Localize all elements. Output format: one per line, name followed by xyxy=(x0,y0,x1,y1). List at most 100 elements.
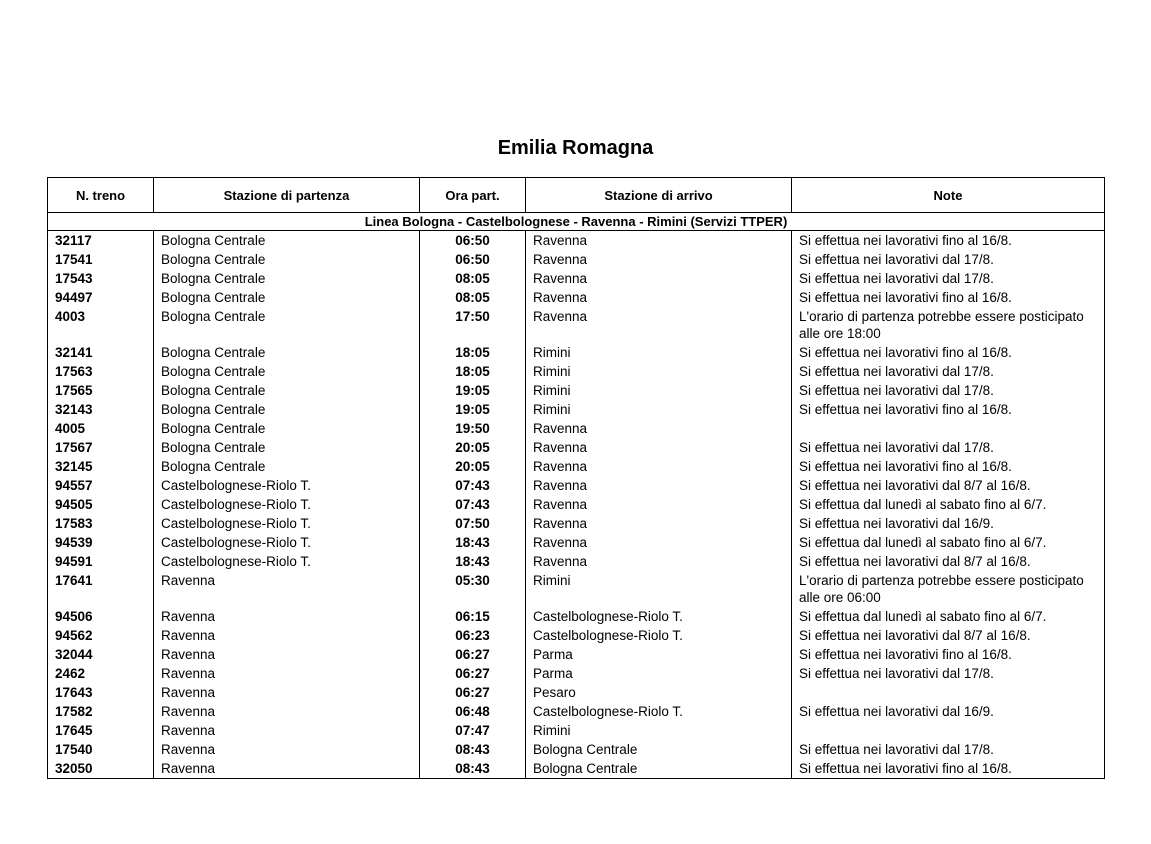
note-cell: Si effettua dal lunedì al sabato fino al… xyxy=(791,607,1105,626)
departure-time-cell: 06:15 xyxy=(419,607,526,626)
departure-station-cell: Bologna Centrale xyxy=(153,381,420,400)
train-number-cell: 2462 xyxy=(47,664,154,683)
timetable: N. treno Stazione di partenza Ora part. … xyxy=(47,177,1105,779)
table-row: 94497 Bologna Centrale 08:05 Ravenna Si effe… xyxy=(47,288,1105,307)
arrival-station-cell: Ravenna xyxy=(525,230,792,250)
departure-station-cell: Bologna Centrale xyxy=(153,230,420,250)
train-number-cell: 32145 xyxy=(47,457,154,476)
departure-time-cell: 08:05 xyxy=(419,269,526,288)
table-row: 94557 Castelbolognese-Riolo T. 07:43 Ravenn… xyxy=(47,476,1105,495)
train-number-cell: 94506 xyxy=(47,607,154,626)
note-cell xyxy=(791,721,1105,740)
header-train-number: N. treno xyxy=(47,177,154,213)
header-row: N. treno Stazione di partenza Ora part. … xyxy=(47,177,1105,213)
arrival-station-cell: Pesaro xyxy=(525,683,792,702)
note-cell: Si effettua nei lavorativi dal 16/9. xyxy=(791,702,1105,721)
arrival-station-cell: Castelbolognese-Riolo T. xyxy=(525,626,792,645)
train-number-cell: 94539 xyxy=(47,533,154,552)
arrival-station-cell: Bologna Centrale xyxy=(525,740,792,759)
note-cell: Si effettua nei lavorativi dal 8/7 al 16… xyxy=(791,552,1105,571)
note-cell xyxy=(791,419,1105,438)
table-row: 94539 Castelbolognese-Riolo T. 18:43 Ravenn… xyxy=(47,533,1105,552)
arrival-station-cell: Ravenna xyxy=(525,288,792,307)
train-number-cell: 32141 xyxy=(47,343,154,362)
arrival-station-cell: Parma xyxy=(525,664,792,683)
note-cell: Si effettua nei lavorativi dal 17/8. xyxy=(791,664,1105,683)
table-row: 17565 Bologna Centrale 19:05 Rimini Si effet… xyxy=(47,381,1105,400)
table-row: 94505 Castelbolognese-Riolo T. 07:43 Ravenn… xyxy=(47,495,1105,514)
departure-time-cell: 18:43 xyxy=(419,533,526,552)
note-cell: Si effettua nei lavorativi fino al 16/8. xyxy=(791,759,1105,779)
note-cell: Si effettua nei lavorativi dal 17/8. xyxy=(791,362,1105,381)
departure-station-cell: Bologna Centrale xyxy=(153,288,420,307)
departure-time-cell: 08:05 xyxy=(419,288,526,307)
departure-time-cell: 06:50 xyxy=(419,230,526,250)
departure-time-cell: 19:05 xyxy=(419,381,526,400)
table-row: 4003 Bologna Centrale 17:50 Ravenna L'orario… xyxy=(47,307,1105,343)
departure-time-cell: 05:30 xyxy=(419,571,526,607)
train-number-cell: 4005 xyxy=(47,419,154,438)
arrival-station-cell: Bologna Centrale xyxy=(525,759,792,779)
table-row: 2462 Ravenna 06:27 Parma Si effettua nei lav… xyxy=(47,664,1105,683)
departure-time-cell: 18:05 xyxy=(419,343,526,362)
note-cell: Si effettua nei lavorativi dal 8/7 al 16… xyxy=(791,476,1105,495)
note-cell: Si effettua nei lavorativi dal 17/8. xyxy=(791,438,1105,457)
table-row: 32050 Ravenna 08:43 Bologna Centrale Si effe… xyxy=(47,759,1105,779)
arrival-station-cell: Ravenna xyxy=(525,476,792,495)
departure-time-cell: 17:50 xyxy=(419,307,526,343)
departure-station-cell: Ravenna xyxy=(153,702,420,721)
train-number-cell: 17582 xyxy=(47,702,154,721)
departure-time-cell: 20:05 xyxy=(419,438,526,457)
departure-time-cell: 07:50 xyxy=(419,514,526,533)
train-number-cell: 32143 xyxy=(47,400,154,419)
arrival-station-cell: Rimini xyxy=(525,362,792,381)
table-row: 17540 Ravenna 08:43 Bologna Centrale Si effe… xyxy=(47,740,1105,759)
departure-station-cell: Ravenna xyxy=(153,626,420,645)
train-number-cell: 94591 xyxy=(47,552,154,571)
note-cell: Si effettua nei lavorativi fino al 16/8. xyxy=(791,230,1105,250)
arrival-station-cell: Castelbolognese-Riolo T. xyxy=(525,702,792,721)
arrival-station-cell: Ravenna xyxy=(525,552,792,571)
table-row: 17582 Ravenna 06:48 Castelbolognese-Riolo T… xyxy=(47,702,1105,721)
table-row: 17643 Ravenna 06:27 Pesaro xyxy=(47,683,1105,702)
table-row: 32141 Bologna Centrale 18:05 Rimini Si effet… xyxy=(47,343,1105,362)
departure-station-cell: Castelbolognese-Riolo T. xyxy=(153,495,420,514)
header-departure-time: Ora part. xyxy=(419,177,526,213)
departure-station-cell: Ravenna xyxy=(153,607,420,626)
departure-time-cell: 18:05 xyxy=(419,362,526,381)
departure-time-cell: 06:27 xyxy=(419,645,526,664)
header-arrival-station: Stazione di arrivo xyxy=(525,177,792,213)
table-row: 17641 Ravenna 05:30 Rimini L'orario di parte… xyxy=(47,571,1105,607)
table-row: 32044 Ravenna 06:27 Parma Si effettua nei la… xyxy=(47,645,1105,664)
table-row: 94591 Castelbolognese-Riolo T. 18:43 Ravenn… xyxy=(47,552,1105,571)
note-cell: Si effettua nei lavorativi dal 8/7 al 16… xyxy=(791,626,1105,645)
arrival-station-cell: Rimini xyxy=(525,571,792,607)
arrival-station-cell: Rimini xyxy=(525,400,792,419)
table-row: 32145 Bologna Centrale 20:05 Ravenna Si effe… xyxy=(47,457,1105,476)
train-number-cell: 94557 xyxy=(47,476,154,495)
table-row: 17567 Bologna Centrale 20:05 Ravenna Si effe… xyxy=(47,438,1105,457)
page-title: Emilia Romagna xyxy=(497,137,654,159)
departure-time-cell: 06:48 xyxy=(419,702,526,721)
train-number-cell: 17565 xyxy=(47,381,154,400)
note-cell: Si effettua nei lavorativi fino al 16/8. xyxy=(791,288,1105,307)
train-number-cell: 32050 xyxy=(47,759,154,779)
train-number-cell: 17541 xyxy=(47,250,154,269)
departure-station-cell: Bologna Centrale xyxy=(153,250,420,269)
arrival-station-cell: Ravenna xyxy=(525,438,792,457)
table-row: 94562 Ravenna 06:23 Castelbolognese-Riolo T… xyxy=(47,626,1105,645)
note-cell: Si effettua nei lavorativi fino al 16/8. xyxy=(791,400,1105,419)
train-number-cell: 32117 xyxy=(47,230,154,250)
note-cell: Si effettua nei lavorativi dal 17/8. xyxy=(791,740,1105,759)
train-number-cell: 94505 xyxy=(47,495,154,514)
departure-station-cell: Ravenna xyxy=(153,645,420,664)
departure-station-cell: Ravenna xyxy=(153,721,420,740)
arrival-station-cell: Parma xyxy=(525,645,792,664)
train-number-cell: 94562 xyxy=(47,626,154,645)
train-number-cell: 94497 xyxy=(47,288,154,307)
departure-station-cell: Ravenna xyxy=(153,740,420,759)
departure-station-cell: Bologna Centrale xyxy=(153,457,420,476)
table-row: 94506 Ravenna 06:15 Castelbolognese-Riolo T… xyxy=(47,607,1105,626)
section-title: Linea Bologna - Castelbolognese - Ravenn… xyxy=(47,212,1105,231)
train-number-cell: 17563 xyxy=(47,362,154,381)
